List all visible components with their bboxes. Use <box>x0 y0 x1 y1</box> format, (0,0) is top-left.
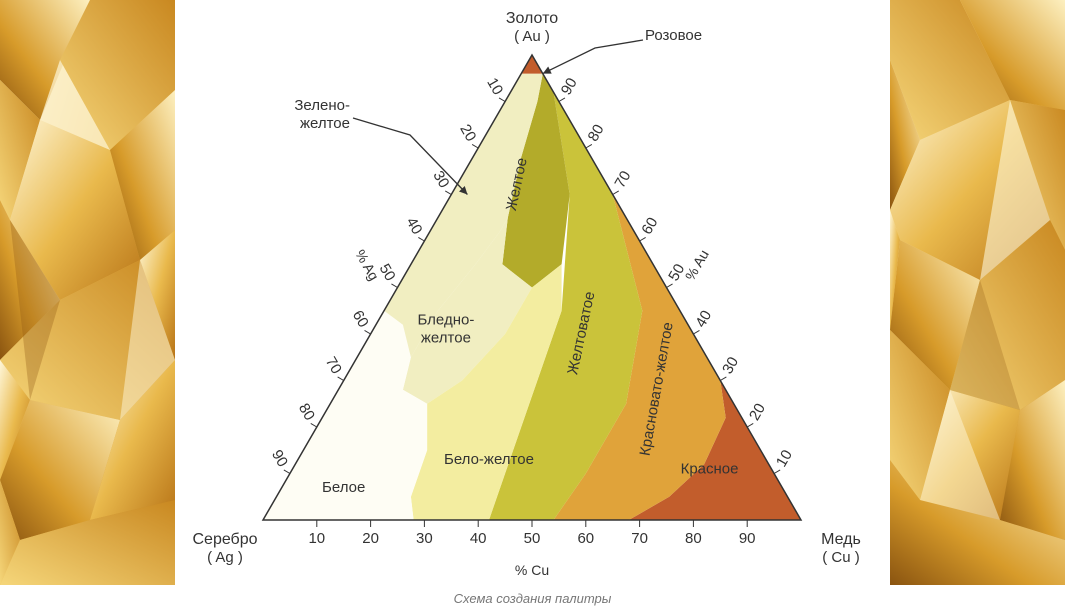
tick-label-left: 20 <box>456 122 479 145</box>
tick-label-right: 60 <box>638 215 661 238</box>
region-label-white_yellow: Бело-желтое <box>444 451 534 468</box>
apex-top-symbol: ( Au ) <box>514 28 550 45</box>
apex-right-name: Медь <box>821 531 861 548</box>
tick-left <box>284 470 290 474</box>
gold-crystal-art-left <box>0 0 175 585</box>
region-pink <box>521 55 543 74</box>
tick-label-right: 90 <box>558 75 581 98</box>
tick-label-right: 70 <box>612 168 635 191</box>
tick-left <box>391 284 397 288</box>
tick-right <box>747 423 753 427</box>
tick-left <box>499 98 505 102</box>
tick-right <box>720 377 726 381</box>
diagram-container: 1020304050607080901020304050607080901020… <box>175 0 890 609</box>
tick-label-bottom: 50 <box>524 530 541 547</box>
tick-left <box>311 423 317 427</box>
tick-left <box>365 330 371 334</box>
axis-label-bottom: % Cu <box>515 562 549 578</box>
tick-label-right: 30 <box>719 354 742 377</box>
arrow-pink <box>543 40 643 74</box>
caption: Схема создания палитры <box>175 591 890 606</box>
tick-label-right: 20 <box>746 401 769 424</box>
tick-label-bottom: 60 <box>577 530 594 547</box>
tick-label-right: 10 <box>773 447 796 470</box>
apex-top-name: Золото <box>506 10 558 27</box>
tick-label-left: 70 <box>322 354 345 377</box>
gold-strip-left <box>0 0 175 585</box>
page-root: 1020304050607080901020304050607080901020… <box>0 0 1065 609</box>
tick-label-bottom: 80 <box>685 530 702 547</box>
ternary-diagram: 1020304050607080901020304050607080901020… <box>175 0 890 585</box>
tick-label-bottom: 10 <box>308 530 325 547</box>
apex-left-symbol: ( Ag ) <box>207 549 243 566</box>
tick-label-bottom: 90 <box>739 530 756 547</box>
region-label-pale_yellow: Бледно- <box>418 312 475 329</box>
tick-label-bottom: 30 <box>416 530 433 547</box>
tick-right <box>613 191 619 195</box>
tick-label-left: 10 <box>483 75 506 98</box>
gold-strip-right <box>890 0 1065 585</box>
callout-green-yellow-1: Зелено- <box>294 97 350 114</box>
tick-left <box>445 191 451 195</box>
apex-right-symbol: ( Cu ) <box>822 549 860 566</box>
callout-pink: Розовое <box>645 27 702 44</box>
tick-label-left: 60 <box>349 308 372 331</box>
tick-right <box>774 470 780 474</box>
tick-left <box>418 237 424 241</box>
tick-right <box>559 98 565 102</box>
tick-right <box>640 237 646 241</box>
tick-label-left: 40 <box>403 215 426 238</box>
tick-left <box>472 144 478 148</box>
callout-green-yellow-2: желтое <box>300 115 350 132</box>
tick-label-right: 40 <box>692 308 715 331</box>
gold-crystal-art-right <box>890 0 1065 585</box>
tick-right <box>693 330 699 334</box>
tick-label-bottom: 20 <box>362 530 379 547</box>
region-label-pale_yellow: желтое <box>421 330 471 347</box>
tick-label-bottom: 40 <box>470 530 487 547</box>
tick-label-left: 90 <box>268 447 291 470</box>
tick-label-right: 80 <box>585 122 608 145</box>
tick-label-left: 80 <box>295 401 318 424</box>
tick-right <box>667 284 673 288</box>
axis-label-left: % Ag <box>352 247 382 283</box>
axis-label-right: % Au <box>682 247 712 283</box>
apex-left-name: Серебро <box>192 531 257 548</box>
tick-right <box>586 144 592 148</box>
tick-label-bottom: 70 <box>631 530 648 547</box>
region-label-white: Белое <box>322 479 365 496</box>
tick-left <box>338 377 344 381</box>
tick-label-left: 30 <box>429 168 452 191</box>
region-label-red: Красное <box>681 461 739 478</box>
